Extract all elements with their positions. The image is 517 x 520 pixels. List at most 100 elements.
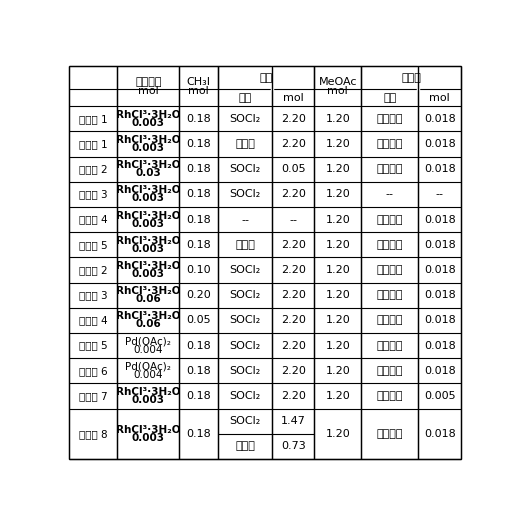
Text: 0.018: 0.018 [424, 316, 455, 326]
Text: 主催化剂: 主催化剂 [135, 77, 162, 87]
Text: 比较例 5: 比较例 5 [79, 240, 107, 250]
Text: 实施例 1: 实施例 1 [79, 114, 107, 124]
Text: 0.018: 0.018 [424, 341, 455, 350]
Text: 比较例 4: 比较例 4 [79, 215, 107, 225]
Text: 0.003: 0.003 [132, 143, 165, 153]
Text: 2.20: 2.20 [281, 366, 306, 376]
Text: 0.18: 0.18 [186, 429, 211, 439]
Text: mol: mol [429, 93, 450, 103]
Text: 1.20: 1.20 [325, 341, 350, 350]
Text: 0.18: 0.18 [186, 164, 211, 174]
Text: 0.018: 0.018 [424, 215, 455, 225]
Text: SOCl₂: SOCl₂ [230, 265, 261, 275]
Text: mol: mol [327, 86, 348, 96]
Text: SOCl₂: SOCl₂ [230, 366, 261, 376]
Text: 0.018: 0.018 [424, 366, 455, 376]
Text: 2.20: 2.20 [281, 240, 306, 250]
Text: 2.20: 2.20 [281, 265, 306, 275]
Text: 三苯基蚦: 三苯基蚦 [376, 290, 403, 300]
Text: 0.018: 0.018 [424, 139, 455, 149]
Text: 2.20: 2.20 [281, 316, 306, 326]
Text: 0.003: 0.003 [132, 395, 165, 405]
Text: 三丁基蚦: 三丁基蚦 [376, 240, 403, 250]
Text: RhCl³·3H₂O: RhCl³·3H₂O [116, 110, 180, 120]
Text: --: -- [386, 189, 394, 200]
Text: RhCl³·3H₂O: RhCl³·3H₂O [116, 425, 180, 435]
Text: 0.06: 0.06 [135, 294, 161, 304]
Text: --: -- [436, 189, 444, 200]
Text: 1.20: 1.20 [325, 189, 350, 200]
Text: 三苯基蚦: 三苯基蚦 [376, 316, 403, 326]
Text: 0.05: 0.05 [281, 164, 306, 174]
Text: 2.20: 2.20 [281, 391, 306, 401]
Text: mol: mol [138, 86, 159, 96]
Text: 0.003: 0.003 [132, 193, 165, 203]
Text: 0.003: 0.003 [132, 118, 165, 128]
Text: 0.005: 0.005 [424, 391, 455, 401]
Text: RhCl³·3H₂O: RhCl³·3H₂O [116, 135, 180, 145]
Text: 促进剂: 促进剂 [402, 73, 421, 83]
Text: 0.018: 0.018 [424, 290, 455, 300]
Text: 2.20: 2.20 [281, 341, 306, 350]
Text: 0.004: 0.004 [133, 370, 163, 380]
Text: 三丁基蚦: 三丁基蚦 [376, 391, 403, 401]
Text: 比较例 3: 比较例 3 [79, 189, 107, 200]
Text: 实施例 2: 实施例 2 [79, 265, 107, 275]
Text: 0.18: 0.18 [186, 366, 211, 376]
Text: 1.20: 1.20 [325, 366, 350, 376]
Text: 0.05: 0.05 [187, 316, 211, 326]
Text: 1.20: 1.20 [325, 164, 350, 174]
Text: 1.47: 1.47 [281, 416, 306, 426]
Text: 名称: 名称 [383, 93, 397, 103]
Text: 1.20: 1.20 [325, 240, 350, 250]
Text: 三丁基蚦: 三丁基蚦 [376, 429, 403, 439]
Text: RhCl³·3H₂O: RhCl³·3H₂O [116, 186, 180, 196]
Text: RhCl³·3H₂O: RhCl³·3H₂O [116, 286, 180, 296]
Text: 0.18: 0.18 [186, 189, 211, 200]
Text: 三丁基蚦: 三丁基蚦 [376, 114, 403, 124]
Text: 0.018: 0.018 [424, 164, 455, 174]
Text: SOCl₂: SOCl₂ [230, 164, 261, 174]
Text: RhCl³·3H₂O: RhCl³·3H₂O [116, 261, 180, 271]
Text: SOCl₂: SOCl₂ [230, 316, 261, 326]
Text: 1.20: 1.20 [325, 265, 350, 275]
Text: CH₃I: CH₃I [187, 77, 211, 87]
Text: 0.004: 0.004 [133, 345, 163, 355]
Text: 1.20: 1.20 [325, 215, 350, 225]
Text: 比较例 1: 比较例 1 [79, 139, 107, 149]
Text: 0.003: 0.003 [132, 219, 165, 229]
Text: 0.18: 0.18 [186, 240, 211, 250]
Text: RhCl³·3H₂O: RhCl³·3H₂O [116, 311, 180, 321]
Text: 实施例 6: 实施例 6 [79, 366, 107, 376]
Text: SOCl₂: SOCl₂ [230, 189, 261, 200]
Text: 0.06: 0.06 [135, 319, 161, 330]
Text: 1.20: 1.20 [325, 316, 350, 326]
Text: RhCl³·3H₂O: RhCl³·3H₂O [116, 387, 180, 397]
Text: 1.20: 1.20 [325, 429, 350, 439]
Text: SOCl₂: SOCl₂ [230, 341, 261, 350]
Text: 0.018: 0.018 [424, 429, 455, 439]
Text: 三丁基蚦: 三丁基蚦 [376, 139, 403, 149]
Text: 1.20: 1.20 [325, 114, 350, 124]
Text: 2.20: 2.20 [281, 189, 306, 200]
Text: 三丁基蚦: 三丁基蚦 [376, 341, 403, 350]
Text: 0.018: 0.018 [424, 265, 455, 275]
Text: 三丁基蚦: 三丁基蚦 [376, 366, 403, 376]
Text: 0.18: 0.18 [186, 341, 211, 350]
Text: SOCl₂: SOCl₂ [230, 290, 261, 300]
Text: --: -- [241, 215, 249, 225]
Text: mol: mol [188, 86, 209, 96]
Text: 0.20: 0.20 [186, 290, 211, 300]
Text: 0.018: 0.018 [424, 114, 455, 124]
Text: 实施例 5: 实施例 5 [79, 341, 107, 350]
Text: 环丁砦: 环丁砦 [235, 441, 255, 451]
Text: 实施例 7: 实施例 7 [79, 391, 107, 401]
Text: 乙酰氯: 乙酰氯 [235, 240, 255, 250]
Text: 0.18: 0.18 [186, 139, 211, 149]
Text: 实施例 4: 实施例 4 [79, 316, 107, 326]
Text: RhCl³·3H₂O: RhCl³·3H₂O [116, 160, 180, 170]
Text: SOCl₂: SOCl₂ [230, 416, 261, 426]
Text: 1.20: 1.20 [325, 139, 350, 149]
Text: Pd(OAc)₂: Pd(OAc)₂ [126, 362, 171, 372]
Text: RhCl³·3H₂O: RhCl³·3H₂O [116, 211, 180, 220]
